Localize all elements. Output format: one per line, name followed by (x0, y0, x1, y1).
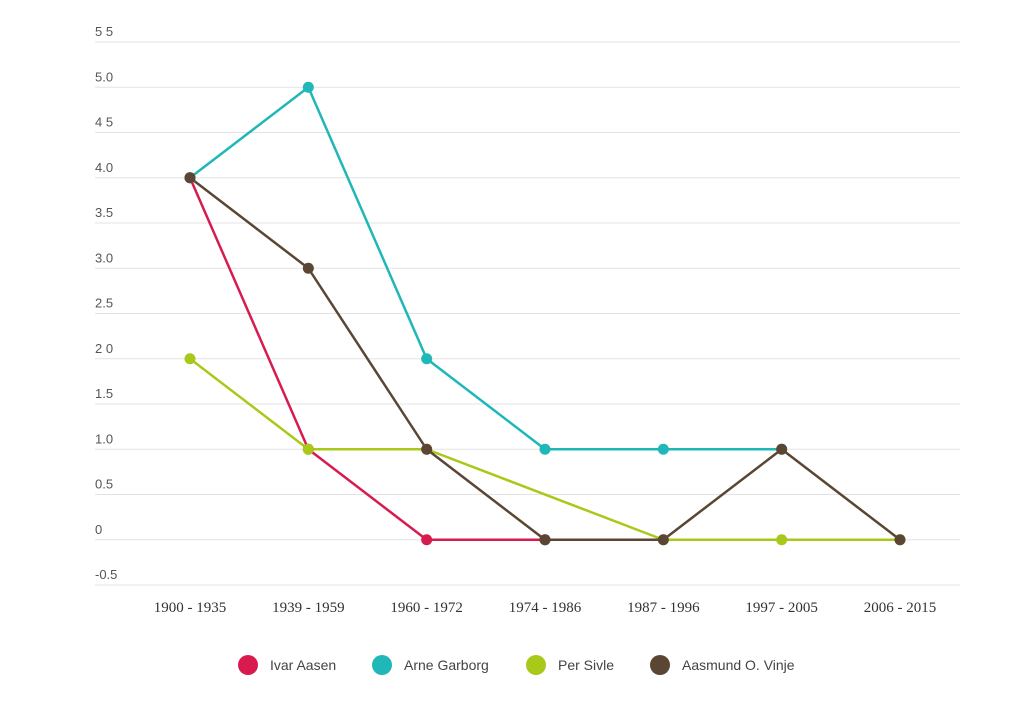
x-axis-ticks: 1900 - 1935 1939 - 1959 1960 - 1972 1974 - … (154, 600, 937, 616)
legend-label: Arne Garborg (404, 657, 489, 673)
legend-marker (372, 655, 392, 675)
legend-label: Ivar Aasen (270, 657, 336, 673)
data-point (776, 534, 788, 546)
data-point (302, 262, 314, 274)
data-point (657, 534, 669, 546)
legend-label: Per Sivle (558, 657, 614, 673)
legend-item: Ivar Aasen (238, 655, 336, 675)
legend: Ivar Aasen Arne Garborg Per Sivle Aasmund O… (238, 655, 795, 675)
x-tick-label: 1974 - 1986 (509, 600, 582, 616)
y-tick-label: 2 0 (95, 341, 113, 356)
data-point (894, 534, 906, 546)
legend-marker (650, 655, 670, 675)
data-point (421, 534, 433, 546)
series-points (184, 81, 906, 546)
series-line (189, 86, 782, 451)
legend-label: Aasmund O. Vinje (682, 657, 795, 673)
x-tick-label: 1997 - 2005 (745, 600, 818, 616)
grid-lines (95, 41, 960, 586)
data-point (421, 353, 433, 365)
x-tick-label: 1939 - 1959 (272, 600, 345, 616)
data-point (657, 443, 669, 455)
legend-marker (238, 655, 258, 675)
y-tick-label: 5 5 (95, 24, 113, 39)
data-point (539, 534, 551, 546)
x-tick-label: 2006 - 2015 (864, 600, 937, 616)
data-point (302, 443, 314, 455)
y-tick-label: 0 (95, 522, 102, 537)
y-tick-label: 2.5 (95, 296, 113, 311)
y-tick-label: 3.0 (95, 250, 113, 265)
x-tick-label: 1960 - 1972 (390, 600, 463, 616)
data-point (184, 353, 196, 365)
x-tick-label: 1987 - 1996 (627, 600, 700, 616)
legend-item: Per Sivle (526, 655, 614, 675)
x-tick-label: 1900 - 1935 (154, 600, 227, 616)
y-tick-label: 4.0 (95, 160, 113, 175)
y-tick-label: 1.5 (95, 386, 113, 401)
data-point (302, 81, 314, 93)
y-tick-label: 0.5 (95, 477, 113, 492)
y-tick-label: 3.5 (95, 205, 113, 220)
data-point (776, 443, 788, 455)
data-point (421, 443, 433, 455)
y-axis-ticks: 5 5 5.0 4 5 4.0 3.5 3.0 2.5 2 0 1.5 1.0 0.5 0 -0.5 (95, 24, 117, 582)
legend-marker (526, 655, 546, 675)
y-tick-label: 4 5 (95, 115, 113, 130)
data-point (539, 443, 551, 455)
y-tick-label: -0.5 (95, 567, 117, 582)
legend-item: Arne Garborg (372, 655, 489, 675)
data-point (184, 172, 196, 184)
y-tick-label: 5.0 (95, 69, 113, 84)
legend-item: Aasmund O. Vinje (650, 655, 795, 675)
y-tick-label: 1.0 (95, 431, 113, 446)
series-line (188, 177, 545, 541)
series-line (189, 357, 900, 541)
